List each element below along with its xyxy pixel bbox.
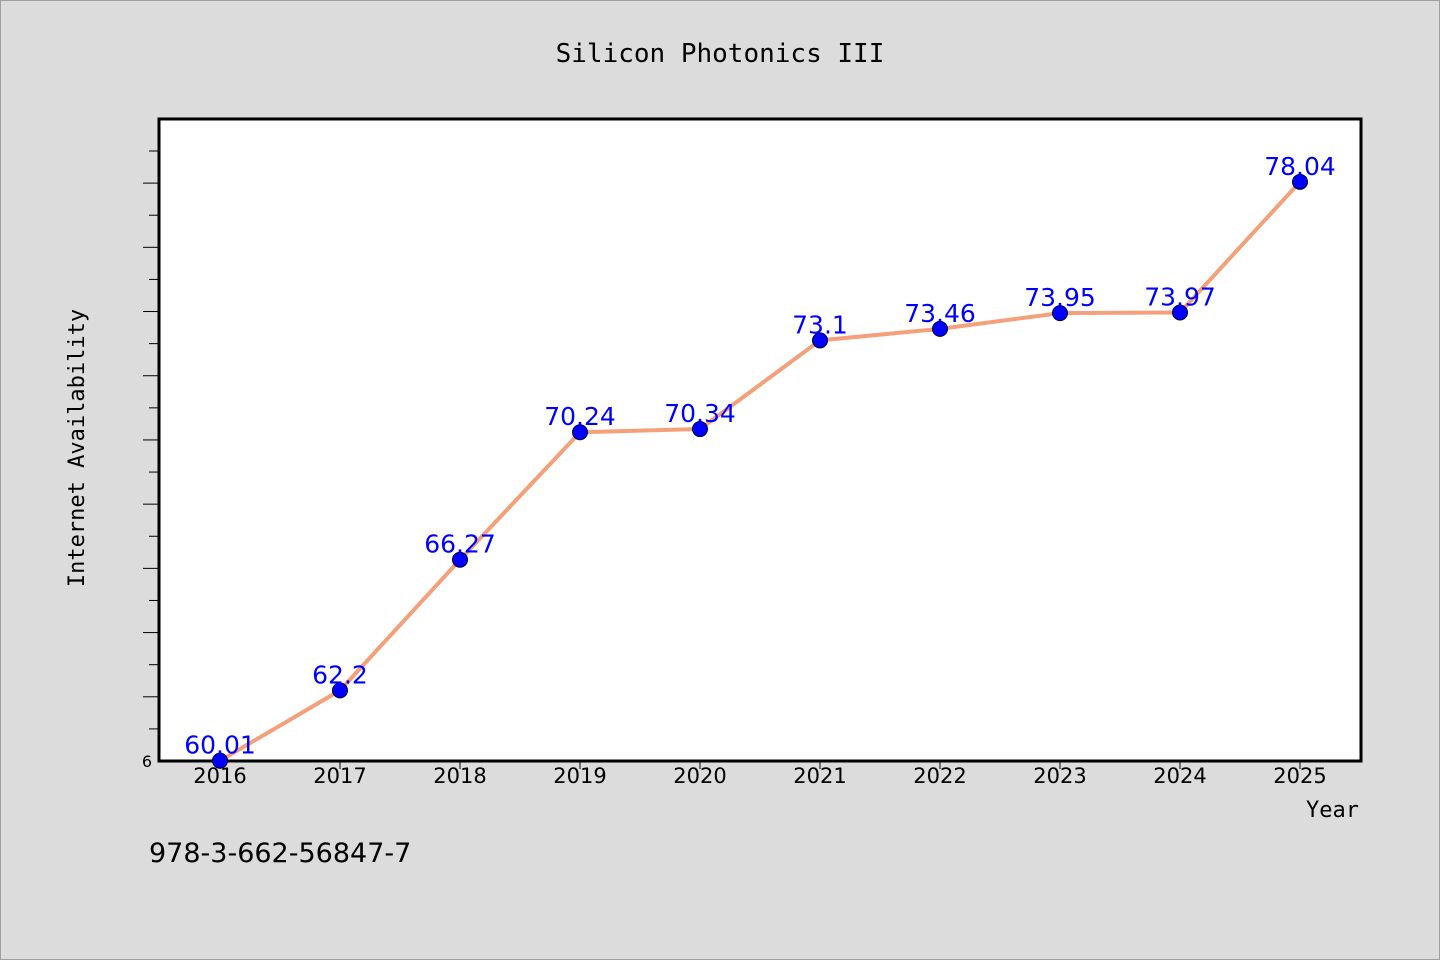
- chart-title: Silicon Photonics III: [556, 39, 885, 69]
- x-tick-label: 2025: [1273, 764, 1326, 788]
- x-tick-label: 2022: [913, 764, 966, 788]
- data-label: 66.27: [424, 530, 496, 559]
- data-point: [452, 551, 468, 568]
- data-label: 73.46: [904, 299, 976, 328]
- x-tick-label: 2017: [313, 764, 366, 788]
- series-line: [218, 180, 1302, 763]
- footnote-text: 978-3-662-56847-7: [149, 838, 411, 869]
- x-tick-label: 2020: [673, 764, 726, 788]
- x-tick-label: 2019: [553, 764, 606, 788]
- data-point: [812, 332, 828, 349]
- data-label: 73.1: [792, 310, 848, 339]
- data-point: [692, 421, 708, 438]
- data-markers: [212, 173, 1308, 769]
- data-point: [212, 752, 228, 769]
- x-axis-tick-labels: 2016 2017 2018 2019 2020 2021 2022 2023 2024 2025: [193, 764, 1326, 788]
- data-label: 78.04: [1264, 152, 1336, 181]
- data-point: [332, 682, 348, 699]
- data-label: 70.34: [664, 399, 736, 428]
- x-tick-label: 2021: [793, 764, 846, 788]
- data-label: 73.95: [1024, 283, 1096, 312]
- x-tick-label: 2023: [1033, 764, 1086, 788]
- data-label: 62.2: [312, 660, 368, 689]
- data-point: [1292, 173, 1308, 190]
- plot-area: [157, 117, 1363, 763]
- x-tick-label: 2024: [1153, 764, 1206, 788]
- data-label: 60.01: [184, 731, 256, 760]
- x-tick-label: 2018: [433, 764, 486, 788]
- data-labels: 60.01 62.2 66.27 70.24 70.34 73.1 73.46 73.95 73…: [184, 152, 1336, 760]
- data-point: [932, 320, 948, 337]
- y-axis-label: Internet Availability: [65, 309, 90, 587]
- data-point: [1172, 304, 1188, 321]
- y-axis-min-label: 6: [142, 752, 152, 771]
- data-label: 70.24: [544, 402, 616, 431]
- data-point: [1052, 305, 1068, 322]
- y-axis-ticks: [143, 150, 159, 730]
- data-point: [572, 424, 588, 441]
- data-label: 73.97: [1144, 282, 1216, 311]
- x-axis-label: Year: [1306, 798, 1359, 823]
